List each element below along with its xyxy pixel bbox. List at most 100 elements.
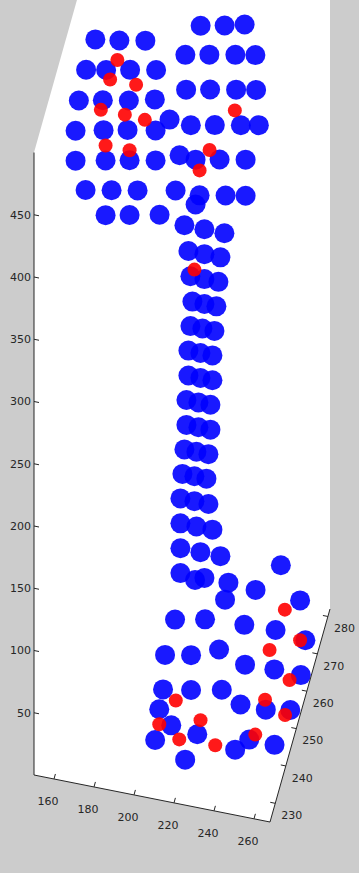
plot-area (34, 0, 330, 822)
point (96, 205, 116, 225)
tick-label: 160 (38, 795, 59, 808)
point (278, 603, 292, 617)
point (200, 420, 220, 440)
tick-label: 270 (323, 660, 344, 673)
point (169, 693, 183, 707)
point (76, 60, 96, 80)
point (271, 555, 291, 575)
point (160, 110, 180, 130)
point (66, 151, 86, 171)
point (264, 659, 284, 679)
z-tick (34, 588, 39, 589)
tick-label: 260 (313, 697, 334, 710)
point (181, 115, 201, 135)
z-tick (34, 713, 39, 714)
point (150, 205, 170, 225)
z-tick (34, 526, 39, 527)
point (152, 717, 166, 731)
tick-label: 200 (10, 520, 31, 533)
point (210, 247, 230, 267)
points (66, 15, 316, 770)
tick-label: 240 (198, 827, 219, 840)
point (208, 738, 222, 752)
point (190, 185, 210, 205)
point (118, 108, 132, 122)
point (245, 45, 265, 65)
point (155, 645, 175, 665)
point (265, 735, 285, 755)
point (185, 570, 205, 590)
point (226, 80, 246, 100)
tick-label: 240 (292, 772, 313, 785)
x-tick (54, 774, 55, 779)
z-tick (34, 215, 39, 216)
point (278, 708, 292, 722)
point (119, 90, 139, 110)
point (181, 680, 201, 700)
point (135, 31, 155, 51)
point (196, 469, 216, 489)
point (202, 345, 222, 365)
tick-label: 450 (10, 209, 31, 222)
point (102, 180, 122, 200)
tick-label: 260 (238, 835, 259, 848)
point (103, 73, 117, 87)
z-tick (34, 277, 39, 278)
point (236, 150, 256, 170)
point (165, 610, 185, 630)
point (258, 693, 272, 707)
point (170, 538, 190, 558)
point (199, 45, 219, 65)
point (212, 680, 232, 700)
y-tick (281, 765, 286, 766)
point (99, 138, 113, 152)
tick-label: 350 (10, 333, 31, 346)
point (145, 89, 165, 109)
tick-label: 300 (10, 395, 31, 408)
point (94, 103, 108, 117)
point (193, 163, 207, 177)
tick-label: 200 (118, 811, 139, 824)
point (181, 645, 201, 665)
point (153, 679, 173, 699)
point (235, 655, 255, 675)
tick-label: 250 (10, 458, 31, 471)
point (85, 29, 105, 49)
point (96, 150, 116, 170)
tick-label: 280 (334, 622, 355, 635)
tick-label: 400 (10, 271, 31, 284)
point (94, 120, 114, 140)
z-tick (34, 339, 39, 340)
z-tick (34, 464, 39, 465)
point (174, 215, 194, 235)
point (202, 520, 222, 540)
point (110, 53, 124, 67)
point (204, 321, 224, 341)
point (175, 750, 195, 770)
point (120, 205, 140, 225)
point (216, 186, 236, 206)
point (236, 186, 256, 206)
point (290, 590, 310, 610)
point (215, 16, 235, 36)
point (194, 713, 208, 727)
point (194, 219, 214, 239)
y-tick (270, 802, 275, 803)
x-tick (94, 782, 95, 787)
point (225, 740, 245, 760)
tick-label: 230 (281, 809, 302, 822)
point (208, 272, 228, 292)
point (203, 143, 217, 157)
point (195, 609, 215, 629)
tick-label: 150 (10, 582, 31, 595)
point (231, 694, 251, 714)
point (191, 16, 211, 36)
point (246, 580, 266, 600)
point (228, 103, 242, 117)
y-tick (291, 728, 296, 729)
point (149, 699, 169, 719)
x-tick (254, 814, 255, 819)
point (123, 143, 137, 157)
axes: 5010015020025030035040045016018020022024… (10, 153, 355, 848)
tick-label: 100 (10, 644, 31, 657)
